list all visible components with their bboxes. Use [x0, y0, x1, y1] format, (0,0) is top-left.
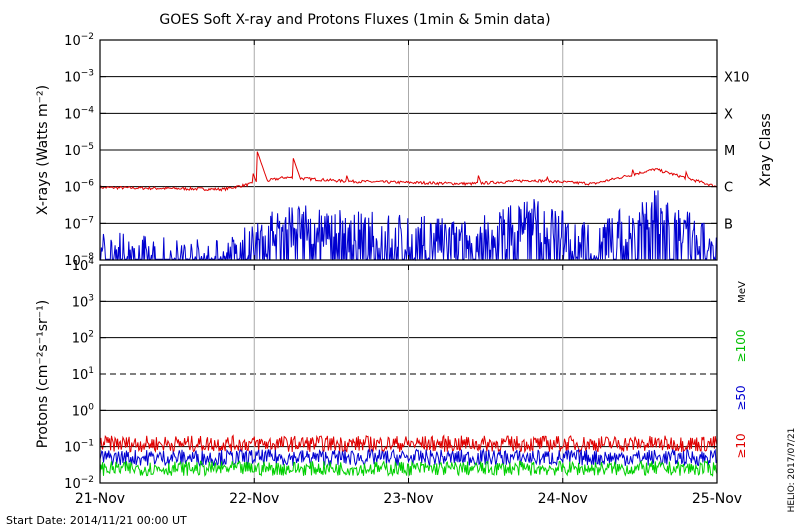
legend-ge100: ≥100 — [734, 330, 748, 363]
xray-class-label: C — [724, 181, 733, 196]
proton-series — [99, 434, 718, 477]
y-tick-label: 103 — [72, 293, 94, 310]
proton-series-1 — [99, 447, 718, 467]
helio-credit: HELIO: 2017/07/21 — [787, 428, 797, 513]
x-tick-label: 24-Nov — [538, 491, 588, 507]
start-date: Start Date: 2014/11/21 00:00 UT — [6, 514, 187, 527]
xray-class-label: M — [724, 144, 735, 159]
x-axis-ticks: 21-Nov 22-Nov 23-Nov 24-Nov 25-Nov — [75, 40, 742, 507]
xray-class-axis-label: Xray Class — [758, 113, 774, 187]
mev-unit-label: MeV — [737, 281, 748, 303]
x-tick-label: 21-Nov — [75, 491, 125, 507]
xray-y-ticks: 10−2 10−3 10−4 10−5 10−6 10−7 10−8 — [64, 32, 717, 269]
x-tick-label: 22-Nov — [229, 491, 279, 507]
proton-series-2 — [99, 459, 718, 477]
xray-y-axis-label: X-rays (Watts m⁻²) — [35, 85, 51, 215]
proton-y-ticks: 104 103 102 101 100 10−1 10−2 — [64, 257, 717, 492]
y-tick-label: 104 — [72, 257, 95, 274]
y-tick-label: 10−2 — [64, 32, 94, 49]
xray-long-series — [99, 151, 718, 192]
y-tick-label: 101 — [72, 366, 94, 383]
y-tick-label: 10−8 — [64, 252, 94, 269]
y-tick-label: 10−3 — [64, 69, 94, 86]
legend-ge10: ≥10 — [734, 433, 748, 458]
xray-class-label: X10 — [724, 71, 749, 86]
xray-class-label: B — [724, 217, 733, 232]
xray-grid — [100, 40, 717, 260]
proton-series-0 — [99, 434, 718, 454]
legend-ge50: ≥50 — [734, 385, 748, 410]
proton-y-axis-label: Protons (cm⁻²s⁻¹sr⁻¹) — [35, 300, 51, 449]
y-tick-label: 10−6 — [64, 179, 94, 196]
y-tick-label: 10−2 — [64, 475, 94, 492]
y-tick-label: 10−5 — [64, 142, 94, 159]
chart-title: GOES Soft X-ray and Protons Fluxes (1min… — [159, 12, 550, 28]
x-tick-label: 25-Nov — [692, 491, 742, 507]
proton-grid — [100, 265, 717, 483]
xray-class-labels: X10 X M C B — [724, 71, 749, 233]
y-tick-label: 10−1 — [64, 439, 94, 456]
xray-class-label: X — [724, 107, 733, 122]
y-tick-label: 102 — [72, 330, 94, 347]
x-tick-label: 23-Nov — [383, 491, 433, 507]
y-tick-label: 10−4 — [64, 105, 94, 122]
y-tick-label: 10−7 — [64, 215, 94, 232]
y-tick-label: 100 — [72, 402, 95, 419]
